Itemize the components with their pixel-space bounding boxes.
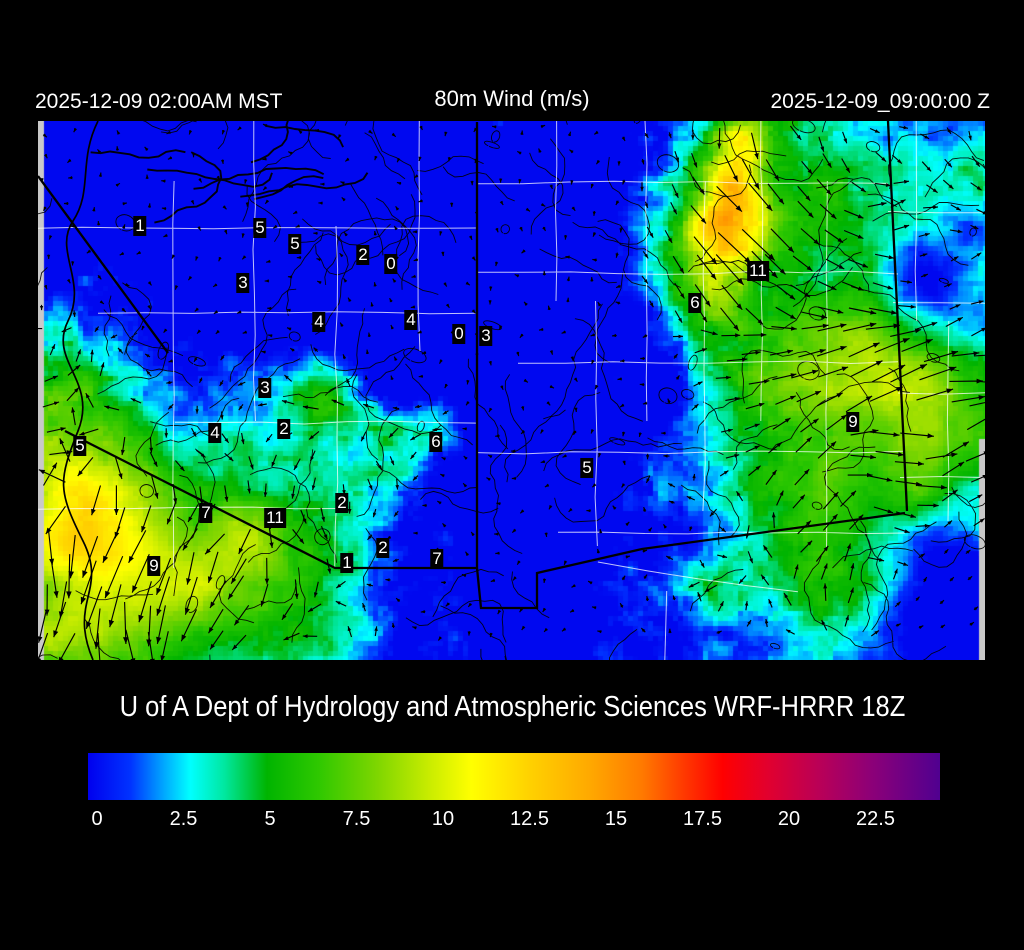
station-wind-label: 2 bbox=[335, 493, 349, 513]
station-wind-label: 2 bbox=[277, 419, 291, 439]
station-wind-label: 4 bbox=[208, 423, 222, 443]
station-wind-label: 4 bbox=[404, 310, 418, 330]
timestamp-local: 2025-12-09 02:00AM MST bbox=[35, 90, 283, 113]
map-overlay bbox=[38, 121, 985, 660]
river-line bbox=[62, 121, 99, 660]
colorbar-tick: 5 bbox=[264, 808, 276, 830]
station-wind-label: 7 bbox=[199, 503, 213, 523]
station-wind-label: 1 bbox=[133, 216, 147, 236]
station-labels-layer: 1 5 5 3 2 0 4 4 0 3 3 4 2 6 5 7 11 9 2 2 1 7 5 11 6 9 bbox=[38, 121, 985, 660]
colorbar-tick: 17.5 bbox=[683, 808, 722, 830]
station-wind-label: 4 bbox=[312, 312, 326, 332]
colorbar-tick: 10 bbox=[431, 808, 455, 830]
state-borders bbox=[38, 121, 909, 610]
attribution-text: U of A Dept of Hydrology and Atmospheric… bbox=[119, 691, 905, 723]
station-wind-label: 1 bbox=[340, 553, 354, 573]
station-wind-label: 5 bbox=[288, 234, 302, 254]
station-wind-label: 5 bbox=[73, 436, 87, 456]
colorbar-tick: 22.5 bbox=[856, 808, 895, 830]
station-wind-label: 5 bbox=[580, 458, 594, 478]
wind-map: 1 5 5 3 2 0 4 4 0 3 3 4 2 6 5 7 11 9 2 2 1 7 5 11 6 9 bbox=[38, 121, 985, 660]
terrain-contours-bold bbox=[90, 121, 369, 224]
colorbar-tick: 0 bbox=[91, 808, 103, 830]
station-wind-label: 2 bbox=[376, 538, 390, 558]
wind-arrow-heads bbox=[38, 124, 985, 660]
station-wind-label: 11 bbox=[747, 261, 769, 281]
colorbar-tick: 2.5 bbox=[169, 808, 198, 830]
station-wind-label: 3 bbox=[236, 273, 250, 293]
colorbar-tick: 15 bbox=[604, 808, 628, 830]
attribution-title: U of A Dept of Hydrology and Atmospheric… bbox=[0, 691, 1024, 724]
station-wind-label: 5 bbox=[253, 218, 267, 238]
colorbar-tick: 20 bbox=[777, 808, 801, 830]
colorbar bbox=[88, 753, 940, 800]
station-wind-label: 3 bbox=[258, 378, 272, 398]
station-wind-label: 11 bbox=[264, 508, 286, 528]
station-wind-label: 6 bbox=[429, 432, 443, 452]
station-wind-label: 9 bbox=[147, 556, 161, 576]
station-wind-label: 2 bbox=[356, 245, 370, 265]
station-wind-label: 3 bbox=[479, 326, 493, 346]
plot-title: 80m Wind (m/s) bbox=[434, 86, 590, 111]
timestamp-utc: 2025-12-09_09:00:00 Z bbox=[770, 90, 990, 113]
colorbar-tick: 7.5 bbox=[342, 808, 371, 830]
colorbar-tick-row: 0 2.5 5 7.5 10 12.5 15 17.5 20 22.5 bbox=[0, 808, 1024, 838]
station-wind-label: 0 bbox=[384, 254, 398, 274]
station-wind-label: 0 bbox=[452, 324, 466, 344]
colorbar-tick: 12.5 bbox=[510, 808, 549, 830]
station-wind-label: 6 bbox=[688, 293, 702, 313]
station-wind-label: 7 bbox=[430, 549, 444, 569]
station-wind-label: 9 bbox=[846, 412, 860, 432]
